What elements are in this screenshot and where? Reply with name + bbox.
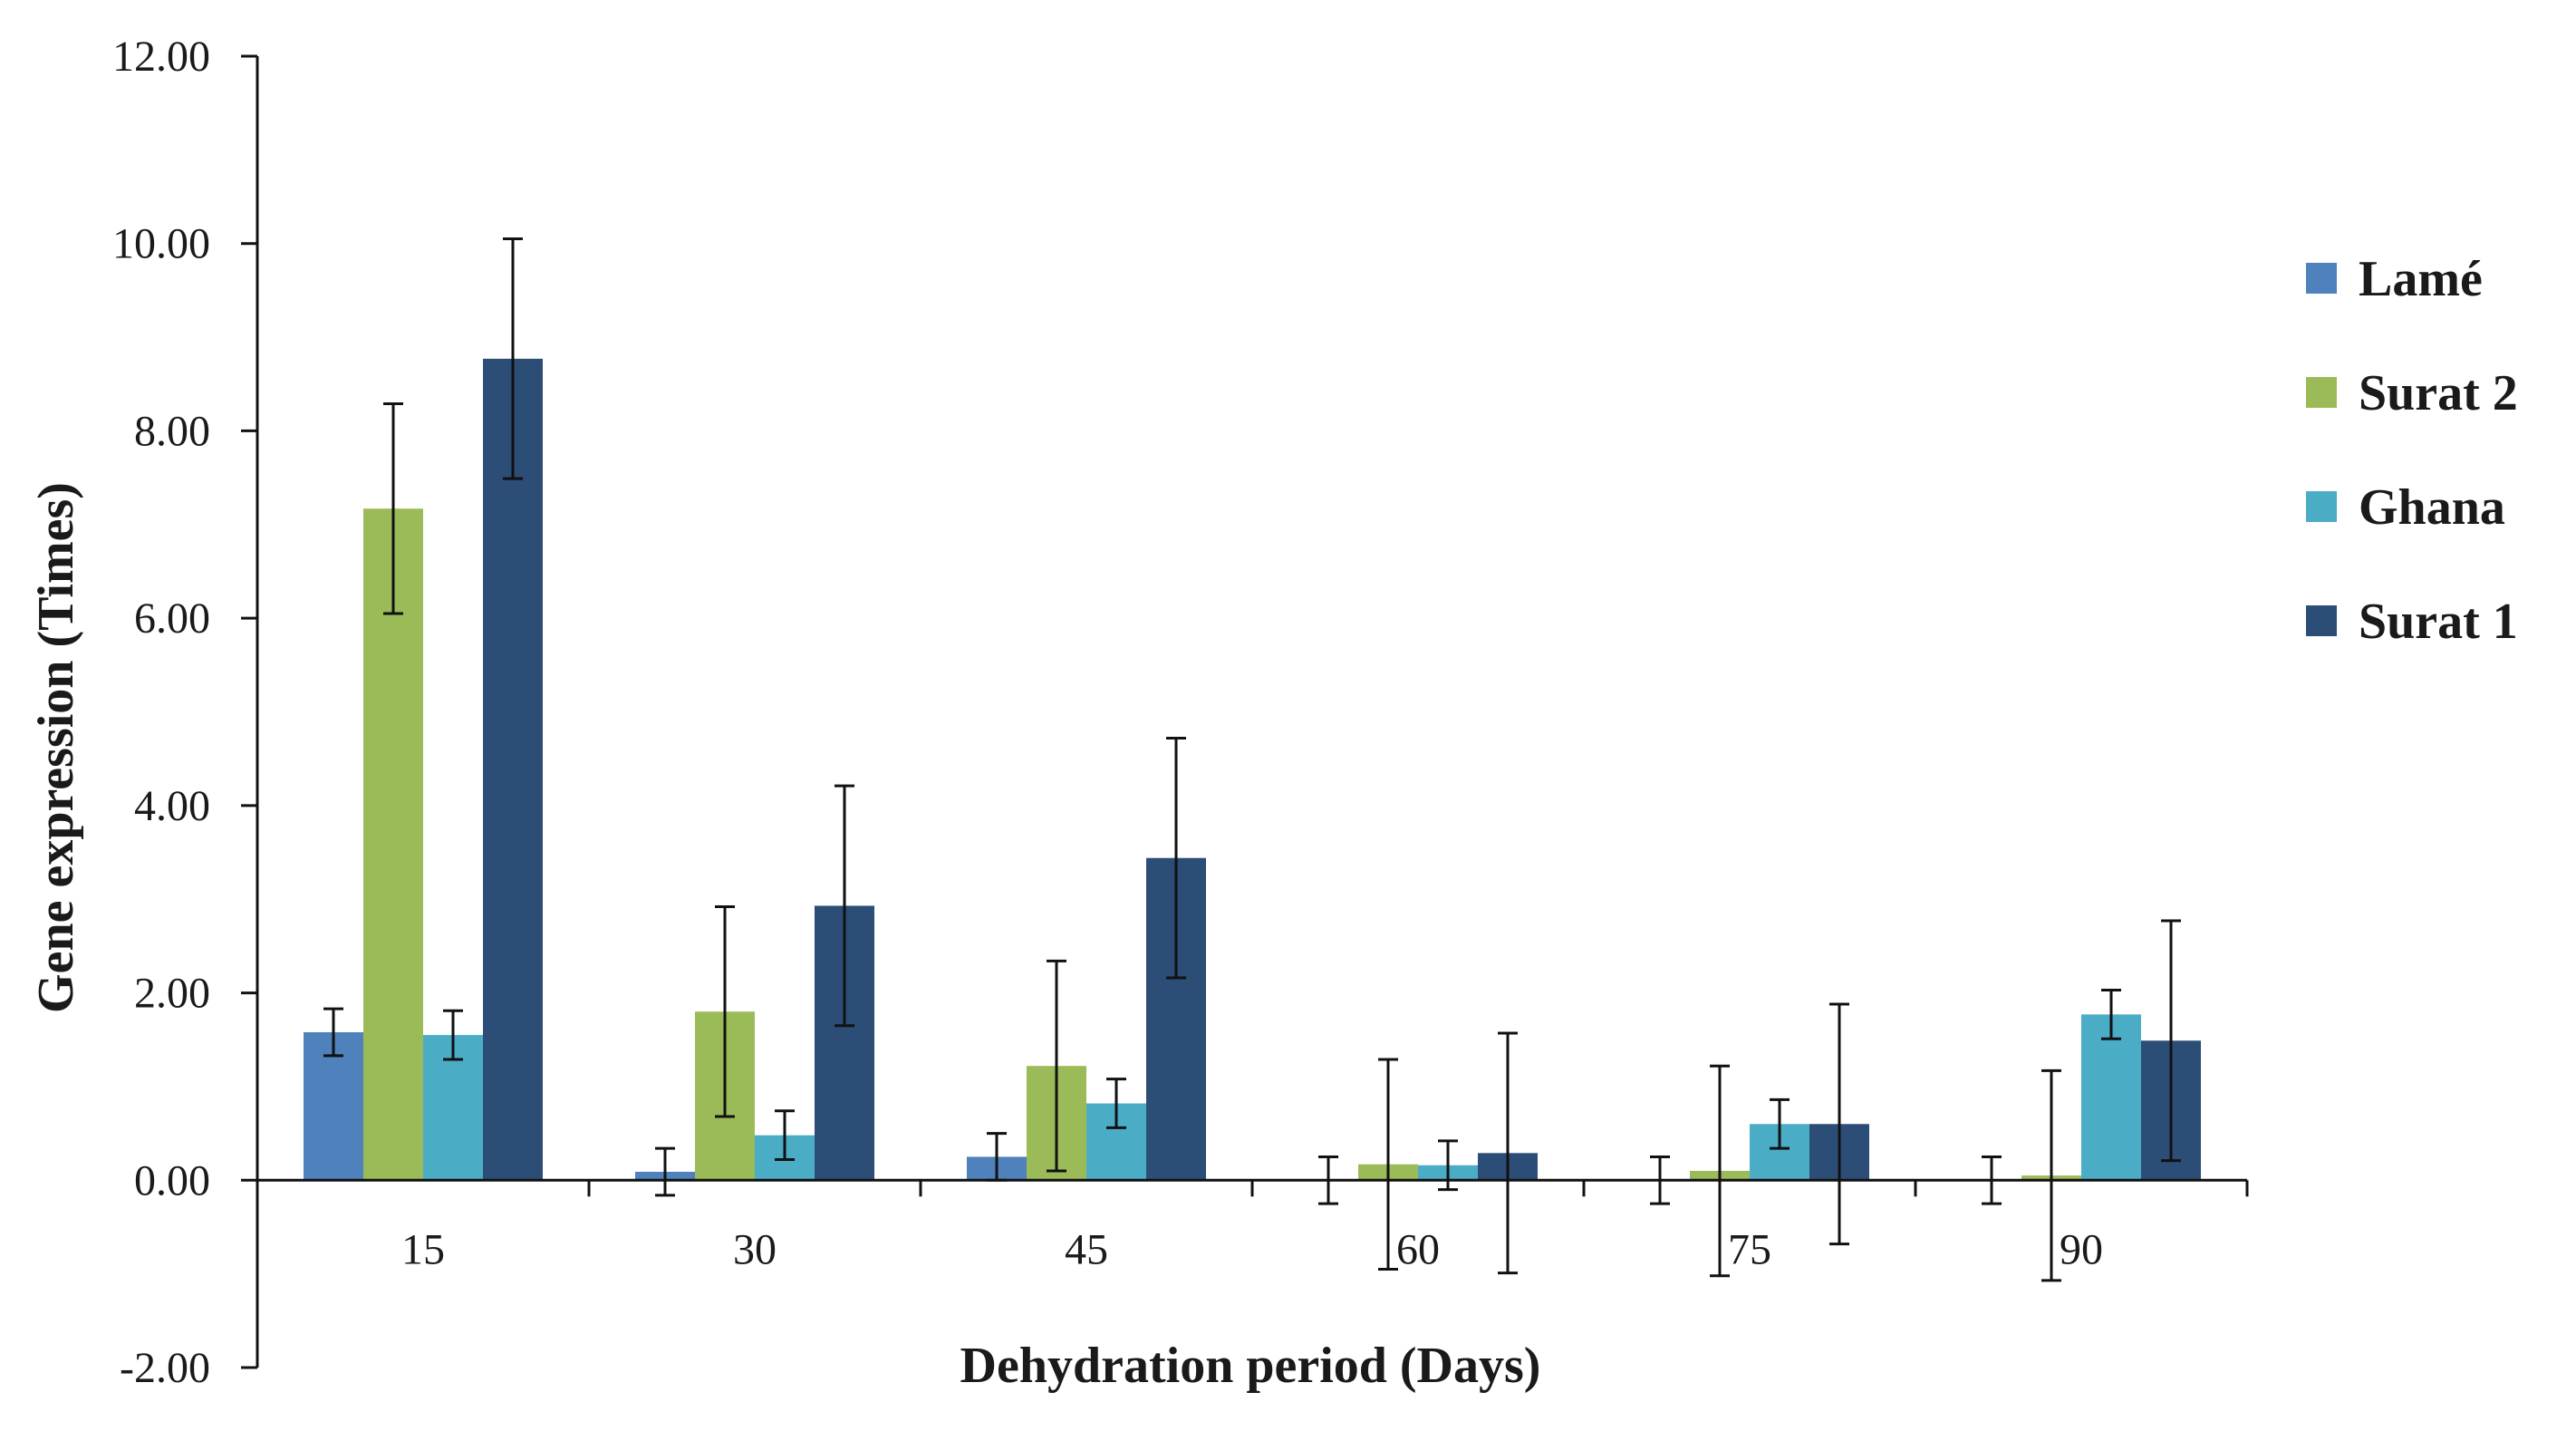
error-bar-surat-2-45 [1047, 959, 1066, 1173]
y-tick-label: 6.00 [134, 595, 210, 643]
bar-surat-2-15 [363, 508, 423, 1181]
y-axis-title: Gene expression (Times) [28, 482, 84, 1013]
error-bar-surat-2-60 [1378, 1058, 1398, 1271]
legend-swatch [2306, 263, 2337, 294]
x-tick-label: 45 [1065, 1225, 1108, 1273]
error-bar-surat-2-75 [1710, 1064, 1730, 1278]
x-tick-label: 30 [733, 1225, 777, 1273]
legend-label: Surat 1 [2359, 594, 2518, 650]
error-bar-surat-2-90 [2041, 1068, 2061, 1282]
legend-label: Surat 2 [2359, 365, 2518, 421]
x-tick-label: 90 [2060, 1225, 2103, 1273]
y-tick-label: 4.00 [134, 782, 210, 830]
y-tick-label: 2.00 [134, 970, 210, 1018]
y-tick-label: -2.00 [120, 1344, 210, 1392]
error-bar-surat-1-90 [2161, 919, 2181, 1163]
error-bar-surat-1-60 [1498, 1031, 1518, 1275]
x-tick-label: 75 [1728, 1225, 1771, 1273]
legend-label: Ghana [2359, 479, 2505, 536]
legend: Lamé Surat 2 Ghana Surat 1 [2306, 251, 2518, 650]
error-bar-surat-2-30 [715, 904, 735, 1118]
error-bar-surat-1-45 [1166, 736, 1186, 980]
error-bar-ghana-90 [2101, 988, 2121, 1040]
error-bar-surat-2-15 [383, 401, 403, 615]
legend-item: Ghana [2306, 479, 2505, 536]
x-tick-label: 60 [1396, 1225, 1440, 1273]
y-tick-label: 0.00 [134, 1156, 210, 1204]
legend-swatch [2306, 491, 2337, 522]
legend-item: Lamé [2306, 251, 2483, 307]
legend-swatch [2306, 377, 2337, 408]
error-bar-surat-1-15 [503, 237, 523, 480]
error-bar-lam--30 [655, 1146, 675, 1197]
error-bar-ghana-45 [1106, 1078, 1126, 1129]
y-tick-label: 12.00 [112, 33, 210, 81]
legend-item: Surat 2 [2306, 365, 2518, 421]
y-tick-label: 8.00 [134, 407, 210, 455]
legend-label: Lamé [2359, 251, 2483, 307]
error-bar-ghana-75 [1770, 1097, 1790, 1150]
bar-ghana-90 [2081, 1014, 2141, 1181]
x-tick-label: 15 [401, 1225, 445, 1273]
error-bar-lam--15 [323, 1007, 343, 1058]
legend-swatch [2306, 605, 2337, 636]
error-bar-surat-1-75 [1829, 1002, 1849, 1246]
legend-item: Surat 1 [2306, 594, 2518, 650]
bar-surat-1-15 [483, 358, 543, 1181]
error-bar-ghana-30 [775, 1109, 795, 1162]
error-bar-surat-1-30 [835, 784, 854, 1028]
error-bar-ghana-15 [443, 1009, 463, 1061]
x-axis-title: Dehydration period (Days) [960, 1338, 1541, 1394]
y-tick-label: 10.00 [112, 220, 210, 268]
